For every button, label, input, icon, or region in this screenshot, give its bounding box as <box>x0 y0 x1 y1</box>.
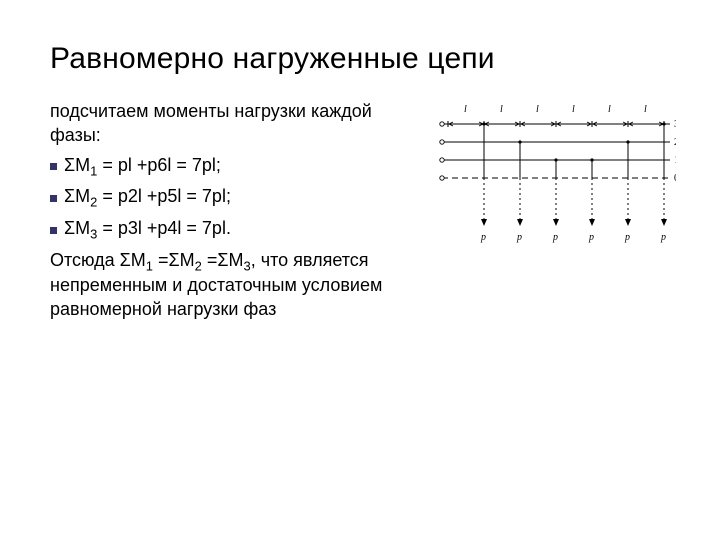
diagram-column: 3 2 1 0 l l l l l l p p p p p p <box>436 100 676 328</box>
svg-text:l: l <box>572 104 575 115</box>
svg-text:l: l <box>500 104 503 115</box>
equation-1: ΣM1 = pl +p6l = 7pl; <box>50 154 420 180</box>
svg-text:p: p <box>660 232 666 243</box>
svg-text:p: p <box>588 232 594 243</box>
content-columns: подсчитаем моменты нагрузки каждой фазы:… <box>50 100 680 328</box>
svg-text:p: p <box>516 232 522 243</box>
text-column: подсчитаем моменты нагрузки каждой фазы:… <box>50 100 420 328</box>
svg-text:0: 0 <box>674 173 676 184</box>
conclusion-text: Отсюда ΣM1 =ΣM2 =ΣM3, что является непре… <box>50 249 420 322</box>
equation-3: ΣM3 = p3l +p4l = 7pl. <box>50 217 420 243</box>
equation-list: ΣM1 = pl +p6l = 7pl; ΣM2 = p2l +p5l = 7p… <box>50 154 420 243</box>
svg-text:l: l <box>464 104 467 115</box>
svg-text:l: l <box>644 104 647 115</box>
svg-text:p: p <box>624 232 630 243</box>
svg-text:l: l <box>536 104 539 115</box>
svg-text:1: 1 <box>674 155 676 166</box>
svg-text:l: l <box>608 104 611 115</box>
svg-text:3: 3 <box>674 119 676 130</box>
slide-title: Равномерно нагруженные цепи <box>50 42 680 76</box>
svg-text:p: p <box>480 232 486 243</box>
slide: Равномерно нагруженные цепи подсчитаем м… <box>0 0 720 540</box>
svg-text:p: p <box>552 232 558 243</box>
equation-2: ΣM2 = p2l +p5l = 7pl; <box>50 185 420 211</box>
svg-text:2: 2 <box>674 137 676 148</box>
intro-text: подсчитаем моменты нагрузки каждой фазы: <box>50 100 420 148</box>
phase-load-diagram: 3 2 1 0 l l l l l l p p p p p p <box>436 100 676 250</box>
